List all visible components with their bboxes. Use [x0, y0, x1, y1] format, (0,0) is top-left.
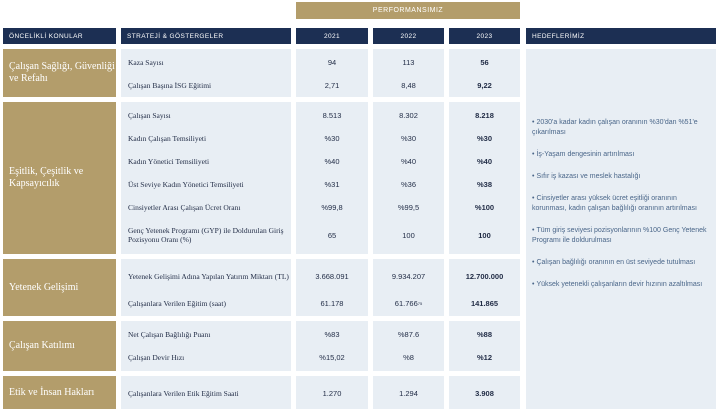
cell-bg	[373, 102, 444, 254]
value-2023: 56	[480, 57, 489, 67]
goal-item: • 2030'a kadar kadın çalışan oranının %30…	[532, 119, 698, 136]
cell-bg	[373, 321, 444, 371]
value-2022: 100	[402, 230, 415, 240]
performance-band: PERFORMANSIMIZ	[296, 2, 520, 19]
value-2021: 1.270	[322, 388, 342, 398]
value-2022: 9.934.207	[391, 271, 426, 281]
value-2021: %15,02	[319, 352, 345, 362]
metric-label: Yetenek Gelişimi Adına Yapılan Yatırım M…	[128, 271, 289, 281]
value-2023: 9,22	[477, 80, 492, 90]
cell-bg	[449, 102, 520, 254]
header-goals: HEDEFLERİMİZ	[526, 28, 716, 44]
value-2021: %83	[324, 329, 340, 339]
value-2023: %38	[476, 179, 492, 189]
value-2023: 141.865	[470, 298, 499, 308]
cell-bg	[121, 259, 291, 316]
value-2021: %40	[324, 156, 340, 166]
goal-item: • Yüksek yetenekli çalışanların devir hız…	[532, 281, 703, 288]
value-2021: 8.513	[322, 110, 342, 120]
value-2023: %100	[474, 202, 495, 212]
cell-bg	[373, 259, 444, 316]
value-2022: 113	[402, 57, 415, 67]
value-2021: 2,71	[324, 80, 340, 90]
goals-panel	[526, 49, 716, 409]
goal-item: • Çalışan bağlılığı oranının en üst seviy…	[532, 259, 696, 266]
value-2022: %30	[400, 133, 416, 143]
value-2023: 3.908	[475, 388, 494, 398]
metric-label: Çalışan Devir Hızı	[128, 352, 185, 362]
value-2022: 1.294	[399, 388, 418, 398]
value-2023: %40	[476, 156, 492, 166]
metric-label: Kadın Yönetici Temsiliyeti	[128, 156, 210, 166]
metric-label: Üst Seviye Kadın Yönetici Temsiliyeti	[128, 179, 244, 189]
value-2021: %99,8	[321, 202, 343, 212]
topic-equality-diversity: Eşitlik, Çeşitlik ve Kapsayıcılık	[3, 102, 116, 254]
metric-label: Çalışan Başına İSG Eğitimi	[128, 80, 212, 90]
value-2022: 61.766 75	[373, 294, 444, 312]
topic-employee-engagement: Çalışan Katılımı	[3, 321, 116, 371]
header-strategy: STRATEJİ & GÖSTERGELER	[121, 28, 291, 44]
value-2021: %30	[324, 133, 340, 143]
header-topics: ÖNCELİKLİ KONULAR	[3, 28, 116, 44]
topic-health-safety: Çalışan Sağlığı, Güvenliği ve Refahı	[3, 49, 116, 97]
goal-item: • İş-Yaşam dengesinin artırılması	[532, 151, 635, 158]
footnote-ref: 75	[417, 300, 423, 306]
goals-list: • 2030'a kadar kadın çalışan oranının %30…	[532, 118, 710, 302]
value-2021: 94	[327, 57, 337, 67]
cell-bg	[449, 321, 520, 371]
cell-bg	[296, 102, 368, 254]
metric-label: Çalışan Sayısı	[128, 110, 171, 120]
value-2023: 8.218	[475, 110, 494, 120]
value-2022: %36	[400, 179, 416, 189]
goal-item: • Tüm giriş seviyesi pozisyonlarının %100…	[532, 227, 707, 244]
header-2023: 2023	[449, 28, 520, 44]
cell-bg	[121, 49, 291, 97]
value-2022: 8,48	[401, 80, 416, 90]
cell-bg	[296, 259, 368, 316]
value-2023: %30	[476, 133, 492, 143]
topic-ethics-human-rights: Etik ve İnsan Hakları	[3, 376, 116, 409]
metric-label: Net Çalışan Bağlılığı Puanı	[128, 329, 211, 339]
cell-bg	[449, 376, 520, 409]
cell-bg	[373, 376, 444, 409]
cell-bg	[449, 49, 520, 97]
cell-bg	[296, 49, 368, 97]
metric-label: Genç Yetenek Programı (GYP) ile Doldurul…	[128, 226, 284, 244]
value-2021: 61.178	[320, 298, 344, 308]
value-2022: %40	[400, 156, 416, 166]
value-2021: 65	[327, 230, 337, 240]
cell-bg	[296, 376, 368, 409]
value-2022-number: 61.766	[394, 298, 418, 308]
goal-item: • Cinsiyetler arası yüksek ücret eşitliği…	[532, 195, 697, 212]
cell-bg	[121, 321, 291, 371]
value-2022: %99,5	[397, 202, 420, 212]
value-2023: %88	[476, 329, 492, 339]
cell-bg	[373, 49, 444, 97]
cell-bg	[296, 321, 368, 371]
value-2023: %12	[476, 352, 492, 362]
topic-talent-development: Yetenek Gelişimi	[3, 259, 116, 316]
header-2022: 2022	[373, 28, 444, 44]
value-2021: %31	[324, 179, 340, 189]
cell-bg	[449, 259, 520, 316]
value-2023: 12.700.000	[465, 271, 504, 281]
cell-bg	[121, 376, 291, 409]
metric-label: Çalışanlara Verilen Eğitim (saat)	[128, 298, 226, 308]
value-2022: %87.6	[397, 329, 420, 339]
metric-label: Kadın Çalışan Temsiliyeti	[128, 133, 207, 143]
value-2023: 100	[478, 230, 491, 240]
value-2022: 8.302	[399, 110, 418, 120]
header-2021: 2021	[296, 28, 368, 44]
goal-item: • Sıfır iş kazası ve meslek hastalığı	[532, 173, 641, 180]
metric-label: Çalışanlara Verilen Etik Eğitim Saati	[128, 388, 239, 398]
metric-label: Kaza Sayısı	[128, 57, 164, 67]
value-2021: 3.668.091	[315, 271, 349, 281]
value-2022: %8	[403, 352, 414, 362]
cell-bg	[121, 102, 291, 254]
metric-label: Cinsiyetler Arası Çalışan Ücret Oranı	[128, 202, 241, 212]
